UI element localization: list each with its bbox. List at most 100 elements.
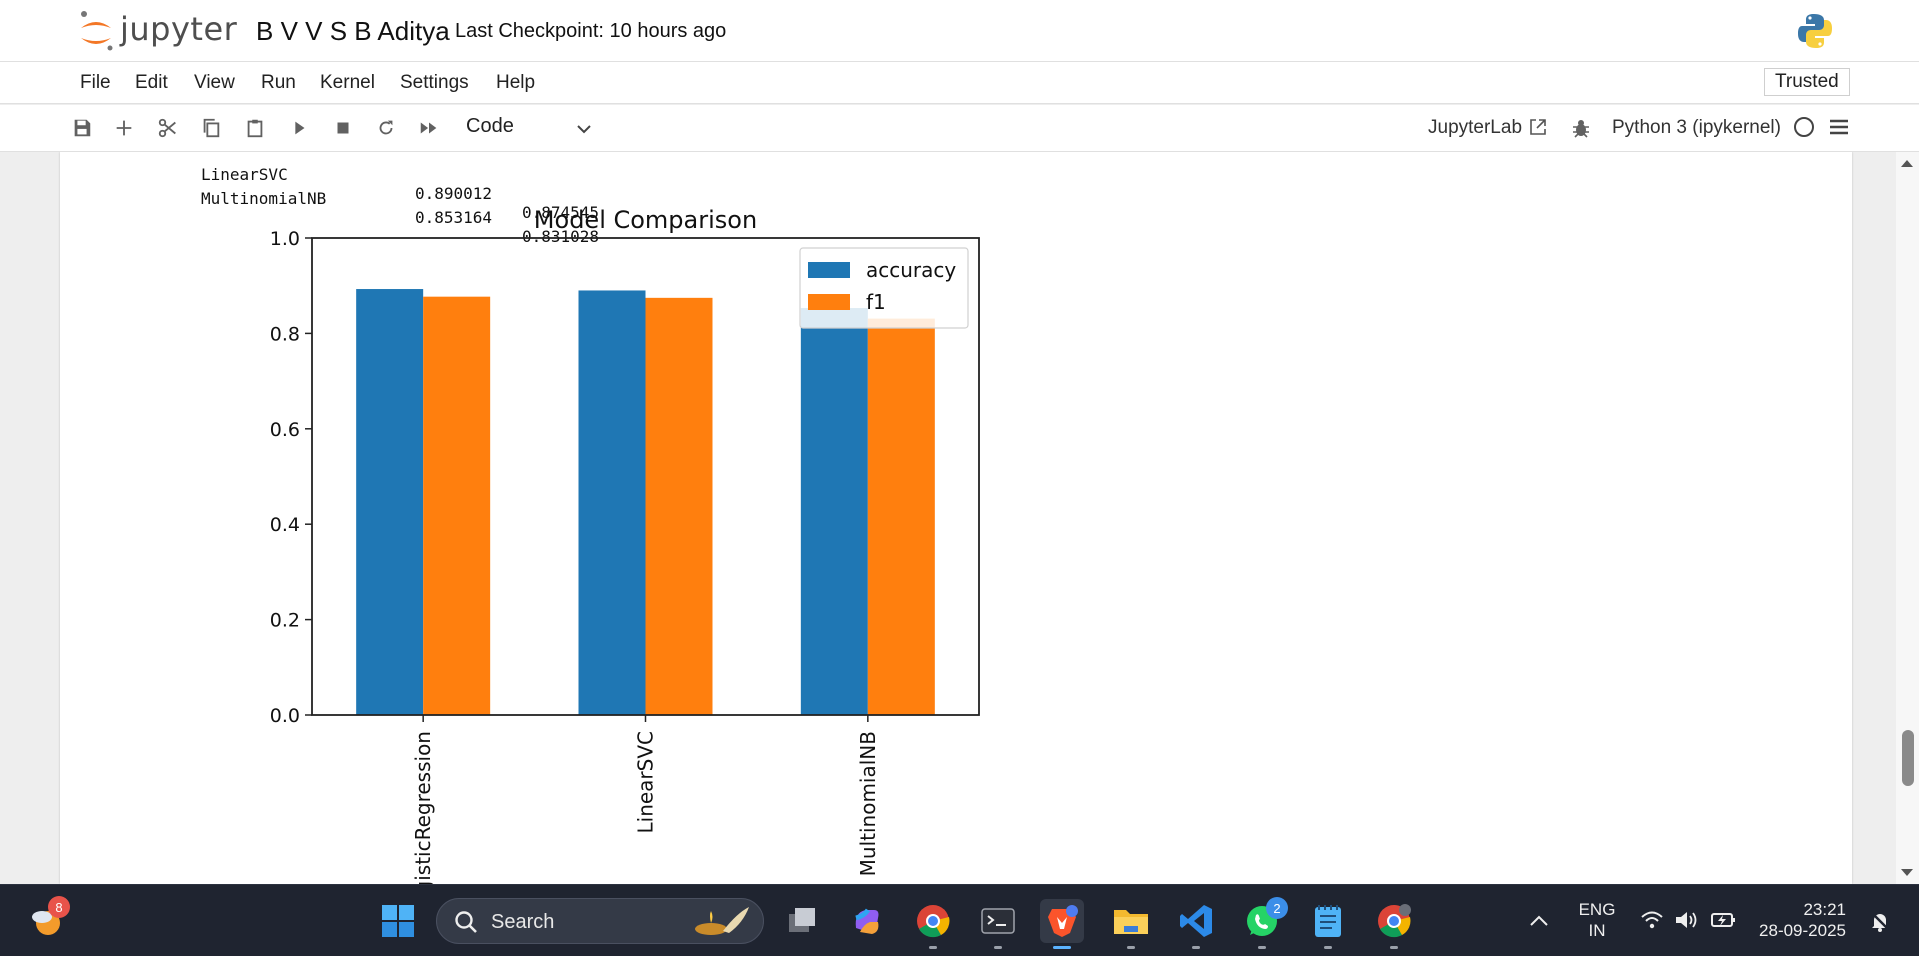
bar-f1-logisticregression xyxy=(423,296,491,715)
menu-file[interactable]: File xyxy=(80,72,111,93)
y-tick-label: 0.4 xyxy=(270,514,300,536)
windows-taskbar: Search 2 ENG IN xyxy=(0,884,1919,956)
add-cell-button[interactable] xyxy=(111,115,137,141)
menu-settings[interactable]: Settings xyxy=(400,72,469,93)
vertical-scrollbar[interactable] xyxy=(1896,152,1919,884)
menu-kernel[interactable]: Kernel xyxy=(320,72,375,93)
plot-frame xyxy=(311,237,980,716)
notification-bell-icon[interactable] xyxy=(1868,909,1892,933)
notepad-icon xyxy=(1315,905,1341,937)
paste-button[interactable] xyxy=(242,115,268,141)
y-tick-label: 1.0 xyxy=(270,228,300,250)
windows-logo-icon xyxy=(382,905,414,937)
scroll-up-arrow-icon[interactable] xyxy=(1899,156,1915,170)
paste-icon xyxy=(247,119,263,138)
model-comparison-chart: Model Comparison LogisticRegression Linear… xyxy=(270,206,980,884)
legend-swatch-f1 xyxy=(808,294,850,310)
run-icon xyxy=(295,121,305,135)
run-all-button[interactable] xyxy=(416,115,442,141)
run-button[interactable] xyxy=(286,115,312,141)
notebook-panel: LinearSVC 0.890012 0.874545 MultinomialN… xyxy=(0,152,1919,884)
legend-swatch-accuracy xyxy=(808,262,850,278)
save-icon xyxy=(74,119,91,137)
wifi-icon[interactable] xyxy=(1640,909,1664,931)
jupyter-logo-text[interactable]: jupyter xyxy=(120,10,238,48)
bar-f1-multinomialnb xyxy=(867,318,935,715)
copy-button[interactable] xyxy=(198,115,224,141)
scroll-down-arrow-icon[interactable] xyxy=(1899,866,1915,880)
show-hidden-icons-chevron-up-icon[interactable] xyxy=(1528,911,1550,931)
notepad-app[interactable] xyxy=(1306,899,1350,949)
notebook-toolbar: Code JupyterLab Python 3 (ipykernel) xyxy=(0,105,1919,152)
task-view-button[interactable] xyxy=(780,899,824,943)
brave-lion-icon xyxy=(1048,905,1078,937)
scrollbar-thumb[interactable] xyxy=(1902,730,1914,786)
debugger-bug-icon[interactable] xyxy=(1570,117,1592,139)
copy-icon xyxy=(203,118,220,138)
cut-button[interactable] xyxy=(155,115,181,141)
start-button[interactable] xyxy=(376,899,420,943)
fast-forward-icon xyxy=(420,122,437,134)
kernel-name[interactable]: Python 3 (ipykernel) xyxy=(1612,117,1781,138)
restart-icon xyxy=(379,120,393,135)
menu-view[interactable]: View xyxy=(194,72,235,93)
output-accuracy: 0.890012 xyxy=(415,184,493,203)
legend-label-f1: f1 xyxy=(866,290,886,314)
chrome-profile-icon xyxy=(1378,904,1411,938)
search-icon xyxy=(455,911,477,933)
hamburger-menu-icon[interactable] xyxy=(1828,116,1850,138)
cut-icon xyxy=(158,118,176,138)
vscode-app[interactable] xyxy=(1174,899,1218,949)
volume-icon[interactable] xyxy=(1674,909,1698,931)
x-tick-label: LinearSVC xyxy=(634,731,658,834)
cell-output-area: LinearSVC 0.890012 0.874545 MultinomialN… xyxy=(60,152,1852,884)
menu-run[interactable]: Run xyxy=(261,72,296,93)
vscode-icon xyxy=(1180,905,1212,937)
bar-accuracy-multinomialnb xyxy=(800,308,868,715)
brave-browser-app[interactable] xyxy=(1040,899,1084,949)
input-language-indicator[interactable]: ENG IN xyxy=(1572,899,1622,941)
add-cell-icon xyxy=(116,120,132,136)
cell-type-select[interactable]: Code xyxy=(466,115,514,137)
output-f1: 0.831028 xyxy=(522,227,600,246)
search-placeholder: Search xyxy=(491,911,555,933)
last-checkpoint: Last Checkpoint: 10 hours ago xyxy=(455,20,727,42)
output-accuracy: 0.853164 xyxy=(415,208,493,227)
output-model: LinearSVC xyxy=(201,165,288,184)
chevron-down-icon[interactable] xyxy=(574,119,594,139)
restart-button[interactable] xyxy=(373,115,399,141)
y-tick-label: 0.0 xyxy=(270,705,300,727)
notebook-title[interactable]: B V V S B Aditya xyxy=(256,16,450,46)
terminal-app[interactable] xyxy=(976,899,1020,949)
jupyterlab-link[interactable]: JupyterLab xyxy=(1428,117,1523,138)
stop-icon xyxy=(337,122,349,134)
menu-help[interactable]: Help xyxy=(496,72,536,93)
x-tick-label: MultinomialNB xyxy=(856,731,880,876)
chrome-profile-app[interactable] xyxy=(1372,899,1416,949)
folder-icon xyxy=(1114,910,1148,934)
system-clock[interactable]: 23:21 28-09-2025 xyxy=(1754,899,1846,941)
battery-charging-icon[interactable] xyxy=(1710,909,1738,931)
save-button[interactable] xyxy=(69,115,95,141)
stop-button[interactable] xyxy=(330,115,356,141)
y-tick-label: 0.8 xyxy=(270,323,300,345)
external-link-icon[interactable] xyxy=(1528,117,1548,137)
output-row-linearsvc: LinearSVC 0.890012 0.874545 xyxy=(201,152,599,241)
file-explorer-app[interactable] xyxy=(1109,899,1153,949)
weather-notification-badge: 8 xyxy=(48,896,70,918)
bar-accuracy-logisticregression xyxy=(356,289,424,715)
bar-accuracy-linearsvc xyxy=(578,290,646,715)
clock-date: 28-09-2025 xyxy=(1759,921,1846,940)
x-tick-label: LogisticRegression xyxy=(411,731,435,884)
jupyter-logo-icon[interactable] xyxy=(76,8,116,54)
menu-edit[interactable]: Edit xyxy=(135,72,168,93)
chrome-app[interactable] xyxy=(911,899,955,949)
whatsapp-notification-badge: 2 xyxy=(1266,897,1288,919)
terminal-icon xyxy=(981,908,1015,934)
search-highlight-diya-icon xyxy=(695,907,749,935)
copilot-button[interactable] xyxy=(845,899,889,943)
legend-label-accuracy: accuracy xyxy=(866,258,956,282)
trusted-indicator[interactable]: Trusted xyxy=(1764,68,1850,96)
menu-bar: File Edit View Run Kernel Settings Help xyxy=(0,62,1919,104)
taskbar-search-box[interactable]: Search xyxy=(436,898,764,944)
